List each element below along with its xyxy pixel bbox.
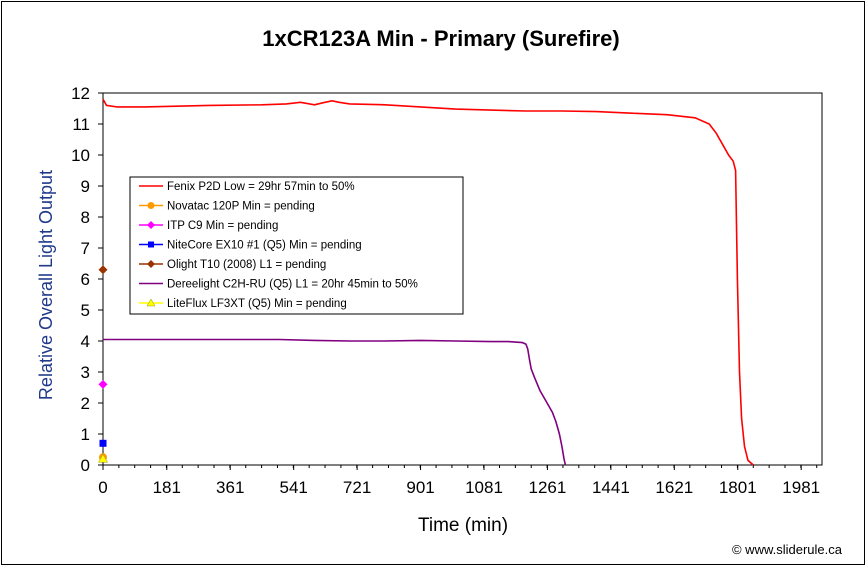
legend-label: Fenix P2D Low = 29hr 57min to 50% <box>167 181 355 193</box>
series-point-6 <box>98 453 108 463</box>
x-tick-label: 1441 <box>592 478 630 497</box>
legend-swatch-marker <box>147 221 155 229</box>
y-tick-label: 5 <box>81 301 90 320</box>
series-line-5 <box>103 338 567 466</box>
legend-label: Olight T10 (2008) L1 = pending <box>167 259 326 271</box>
x-tick-label: 361 <box>216 478 244 497</box>
x-tick-label: 1621 <box>655 478 693 497</box>
y-tick-label: 1 <box>81 425 90 444</box>
legend-label: Novatac 120P Min = pending <box>167 201 315 213</box>
x-tick-label: 541 <box>279 478 307 497</box>
x-tick-label: 721 <box>343 478 371 497</box>
x-tick-label: 1981 <box>782 478 820 497</box>
series-point-3 <box>99 439 107 447</box>
y-tick-label: 12 <box>71 84 90 103</box>
y-tick-label: 8 <box>81 208 90 227</box>
legend-swatch-marker <box>148 241 154 248</box>
y-tick-label: 11 <box>72 115 90 134</box>
x-tick-label: 181 <box>153 478 181 497</box>
series-point-2 <box>98 379 108 389</box>
series-point-4 <box>98 265 108 275</box>
y-axis-label: Relative Overall Light Output <box>36 170 56 400</box>
x-tick-label: 0 <box>98 478 107 497</box>
y-tick-label: 6 <box>81 270 90 289</box>
x-tick-label: 901 <box>406 478 434 497</box>
y-tick-label: 9 <box>81 177 90 196</box>
x-axis-label: Time (min) <box>418 515 508 536</box>
x-tick-label: 1081 <box>465 478 503 497</box>
x-tick-label: 1261 <box>529 478 567 497</box>
y-tick-label: 7 <box>81 239 90 258</box>
series-line-0 <box>102 98 754 466</box>
y-tick-label: 0 <box>81 456 90 475</box>
legend-box <box>129 176 464 315</box>
legend-swatch-marker <box>146 298 156 307</box>
series-layer <box>98 98 754 466</box>
x-tick-label: 1801 <box>719 478 757 497</box>
y-tick-label: 2 <box>81 394 90 413</box>
legend-swatch-marker <box>147 202 155 209</box>
y-tick-label: 10 <box>71 146 90 165</box>
legend: Fenix P2D Low = 29hr 57min to 50% Novatac… <box>129 176 464 315</box>
y-tick-label: 3 <box>81 363 90 382</box>
legend-label: LiteFlux LF3XT (Q5) Min = pending <box>167 298 347 310</box>
chart-title: 1xCR123A Min - Primary (Surefire) <box>262 26 619 51</box>
x-axis-ticks: 0 181 361 541 721 901 1081 1261 1441 1621 1801 1981 <box>98 465 820 497</box>
legend-swatch-marker <box>147 260 155 268</box>
legend-label: NiteCore EX10 #1 (Q5) Min = pending <box>167 240 362 252</box>
legend-label: ITP C9 Min = pending <box>167 220 278 232</box>
credit-text: © www.sliderule.ca <box>732 542 843 557</box>
y-tick-label: 4 <box>81 332 90 351</box>
legend-label: Dereelight C2H-RU (Q5) L1 = 20hr 45min t… <box>167 279 418 291</box>
